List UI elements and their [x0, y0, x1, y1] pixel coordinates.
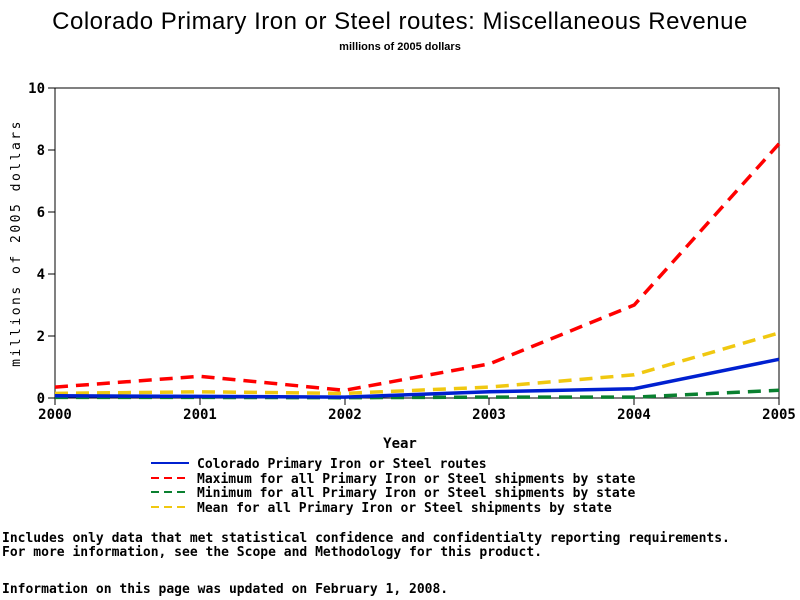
legend: Colorado Primary Iron or Steel routes Ma… [151, 457, 635, 516]
series-line-maximum [54, 142, 781, 393]
footnote-updated: Information on this page was updated on … [2, 582, 449, 597]
x-tick-label-2004: 2004 [617, 407, 651, 423]
legend-label-minimum: Minimum for all Primary Iron or Steel sh… [197, 486, 635, 501]
chart-canvas: 0 2 4 6 8 10 2000 2001 2002 2003 2004 20… [9, 81, 796, 516]
y-tick-label-10: 10 [28, 81, 45, 97]
x-tick-label-2001: 2001 [183, 407, 217, 423]
x-tick-label-2000: 2000 [38, 407, 72, 423]
chart-title: Colorado Primary Iron or Steel routes: M… [52, 8, 748, 35]
legend-label-mean: Mean for all Primary Iron or Steel shipm… [197, 501, 612, 516]
y-tick-label-2: 2 [37, 329, 45, 345]
y-tick-label-4: 4 [37, 267, 45, 283]
legend-label-colorado: Colorado Primary Iron or Steel routes [197, 457, 487, 472]
x-tick-label-2003: 2003 [472, 407, 506, 423]
footnote-line2: For more information, see the Scope and … [2, 545, 543, 560]
y-axis-title: millions of 2005 dollars [9, 119, 24, 367]
x-tick-label-2005: 2005 [762, 407, 796, 423]
series-line-mean [54, 331, 780, 396]
y-axis-ticks [48, 87, 55, 399]
x-axis-ticks [54, 398, 780, 405]
x-tick-label-2002: 2002 [328, 407, 362, 423]
y-tick-label-6: 6 [37, 205, 45, 221]
series-line-colorado [54, 357, 780, 399]
y-tick-label-0: 0 [37, 391, 45, 407]
y-tick-label-8: 8 [37, 143, 45, 159]
footnote-line1: Includes only data that met statistical … [2, 531, 730, 546]
legend-label-maximum: Maximum for all Primary Iron or Steel sh… [197, 472, 635, 487]
series-line-minimum [55, 388, 780, 400]
plot-frame [54, 87, 780, 399]
chart-subtitle: millions of 2005 dollars [339, 41, 461, 53]
x-axis-title: Year [383, 436, 417, 452]
